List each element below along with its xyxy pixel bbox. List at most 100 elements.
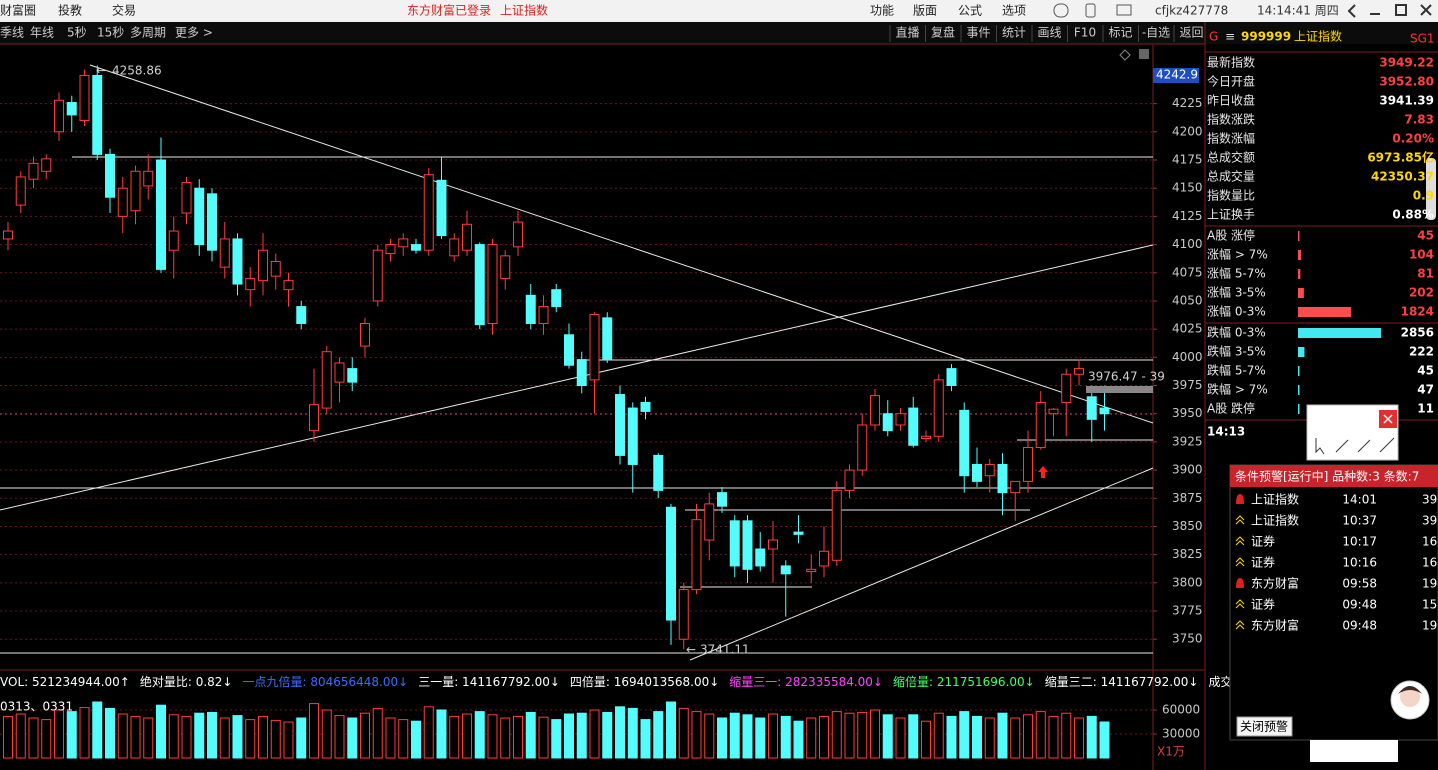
period-tabs: 季线 年线 5秒 15秒 多周期 更多 > (0, 26, 213, 40)
tool-button[interactable]: 画线 (1037, 26, 1061, 40)
volume-bar (181, 715, 192, 759)
breadth-bar (1298, 328, 1381, 338)
ray-tool[interactable] (1379, 437, 1395, 453)
tool-button[interactable]: F10 (1074, 26, 1096, 40)
volume-bar (296, 717, 307, 759)
mail-icon[interactable] (1116, 4, 1132, 16)
quote-value: 3941.39 (1379, 94, 1434, 108)
breadth-bar (1298, 288, 1304, 298)
candle-body (933, 379, 944, 437)
volume-bar (487, 714, 498, 759)
volume-bar (1099, 721, 1110, 759)
volume-bar (513, 715, 523, 759)
volume-bar (219, 717, 230, 759)
volume-bar (15, 713, 26, 759)
breadth-bar (1298, 250, 1302, 260)
line-tool[interactable] (1335, 439, 1349, 453)
y-tick-label: 3875 (1172, 491, 1203, 505)
indicator: 缩量三一: 282335584.00↓ (729, 674, 883, 689)
alert-title: 条件预警[运行中] 品种数:3 条数:7 (1235, 469, 1419, 484)
trend-line (689, 467, 1154, 661)
panel-menu[interactable]: ≡ (1225, 30, 1235, 44)
scrollbar[interactable] (1426, 158, 1436, 220)
period-tab[interactable]: 多周期 (130, 26, 166, 40)
alert-name[interactable]: 东方财富 (1251, 618, 1299, 633)
y-tick-label: 30000 (1162, 727, 1200, 741)
clock: 14:14:41 周四 (1257, 4, 1339, 18)
quote-value: 0.88% (1392, 208, 1434, 222)
volume-bar (232, 715, 243, 759)
alert-name[interactable]: 证券 (1251, 597, 1275, 612)
candle-body (870, 395, 880, 426)
candle-body (66, 102, 77, 116)
y-tick-label: 4125 (1172, 209, 1203, 223)
quote-label: 总成交量 (1207, 169, 1255, 184)
tool-button[interactable]: 返回 (1179, 26, 1203, 40)
candle-body (1023, 447, 1033, 482)
tool-button[interactable]: 标记 (1108, 26, 1132, 40)
menu-item[interactable]: 投教 (58, 3, 82, 18)
breadth-bar (1298, 307, 1352, 317)
menu-item[interactable]: 公式 (958, 4, 982, 18)
alert-name[interactable]: 证券 (1251, 534, 1275, 549)
y-tick-label: 3800 (1172, 575, 1203, 589)
candle-body (819, 550, 829, 567)
menu-item[interactable]: 功能 (870, 4, 894, 18)
pointer-tool[interactable] (1315, 438, 1325, 455)
candle-body (130, 170, 141, 212)
period-tab[interactable]: 年线 (30, 26, 54, 40)
volume-bar (3, 715, 13, 759)
alert-name[interactable]: 东方财富 (1251, 576, 1299, 591)
tool-button[interactable]: -自选 (1142, 26, 1170, 40)
volume-bar (946, 715, 957, 759)
tool-button[interactable]: 复盘 (931, 25, 955, 40)
alert-time: 10:37 (1342, 514, 1377, 528)
candle-body (1035, 401, 1046, 449)
close-button[interactable] (1420, 4, 1432, 16)
candle-body (678, 589, 689, 640)
cursor-price: 4242.9 (1156, 68, 1198, 82)
candle-body (717, 492, 727, 507)
top-bar (0, 0, 1438, 22)
tool-button[interactable]: 事件 (966, 26, 990, 40)
period-tab[interactable]: 更多 > (175, 26, 213, 40)
period-tab[interactable]: 季线 (0, 26, 24, 40)
candle-body (398, 238, 409, 248)
refresh-icon[interactable] (1053, 3, 1069, 18)
menu-item[interactable]: 版面 (913, 4, 937, 18)
volume-bar (321, 709, 332, 759)
volume-bar (972, 715, 982, 759)
tool-button[interactable]: 统计 (1002, 26, 1026, 40)
candle-body (411, 244, 421, 251)
tool-button[interactable]: 直播 (895, 26, 919, 40)
alert-name[interactable]: 证券 (1251, 555, 1275, 570)
alert-time: 09:48 (1342, 619, 1377, 633)
alert-name[interactable]: 上证指数 (1251, 492, 1299, 507)
candle-body (474, 244, 485, 326)
volume-bar (793, 720, 804, 759)
breadth-value: 45 (1417, 229, 1434, 243)
alert-name[interactable]: 上证指数 (1251, 513, 1299, 528)
menu-item[interactable]: 选项 (1002, 4, 1026, 18)
quote-label: 指数涨幅 (1207, 131, 1255, 146)
volume-bar (245, 719, 256, 759)
y-tick-label: 4050 (1172, 293, 1203, 307)
settings-icon[interactable] (1139, 49, 1149, 59)
segment-tool[interactable] (1357, 439, 1371, 453)
candle-body (3, 230, 13, 240)
breadth-bar (1298, 231, 1300, 241)
candle-body (423, 174, 434, 251)
y-tick-label: 3900 (1172, 463, 1203, 477)
menu-item[interactable]: 财富圈 (0, 3, 36, 18)
menu-item[interactable]: 交易 (112, 3, 136, 18)
phone-icon[interactable] (1085, 3, 1096, 18)
indicator: 缩量三二: 141167792.00↓ (1045, 674, 1199, 689)
restore-button[interactable] (1395, 4, 1407, 16)
close-alerts-label[interactable]: 关闭预警 (1240, 719, 1288, 734)
back-button[interactable] (1347, 4, 1356, 18)
period-tab[interactable]: 5秒 (67, 26, 87, 40)
period-tab[interactable]: 15秒 (97, 26, 124, 40)
close-alerts-button[interactable] (1236, 716, 1293, 737)
diamond-icon[interactable] (1119, 49, 1131, 61)
close-x[interactable] (1383, 414, 1393, 424)
